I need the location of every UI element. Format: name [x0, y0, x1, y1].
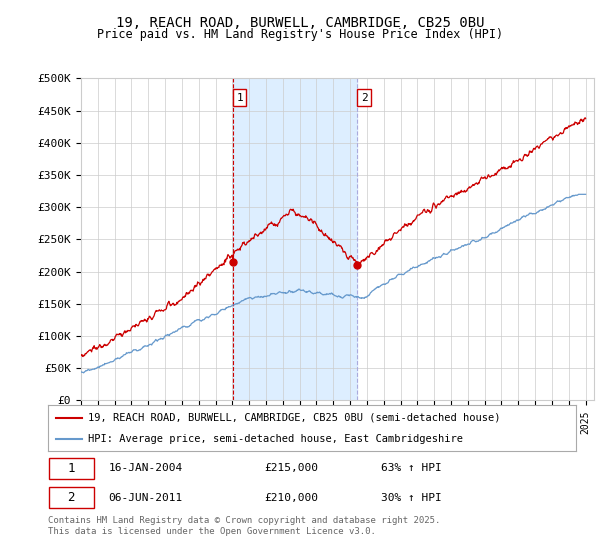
FancyBboxPatch shape — [49, 487, 94, 508]
Text: 19, REACH ROAD, BURWELL, CAMBRIDGE, CB25 0BU (semi-detached house): 19, REACH ROAD, BURWELL, CAMBRIDGE, CB25… — [88, 413, 500, 423]
Text: 06-JUN-2011: 06-JUN-2011 — [109, 493, 183, 503]
Text: 1: 1 — [67, 462, 75, 475]
Text: Contains HM Land Registry data © Crown copyright and database right 2025.
This d: Contains HM Land Registry data © Crown c… — [48, 516, 440, 536]
Text: Price paid vs. HM Land Registry's House Price Index (HPI): Price paid vs. HM Land Registry's House … — [97, 28, 503, 41]
Text: 16-JAN-2004: 16-JAN-2004 — [109, 463, 183, 473]
Text: 63% ↑ HPI: 63% ↑ HPI — [380, 463, 442, 473]
Text: 19, REACH ROAD, BURWELL, CAMBRIDGE, CB25 0BU: 19, REACH ROAD, BURWELL, CAMBRIDGE, CB25… — [116, 16, 484, 30]
Bar — [233, 78, 358, 400]
Text: £215,000: £215,000 — [265, 463, 319, 473]
Text: 30% ↑ HPI: 30% ↑ HPI — [380, 493, 442, 503]
Text: £210,000: £210,000 — [265, 493, 319, 503]
Text: 2: 2 — [67, 491, 75, 504]
Text: 1: 1 — [236, 93, 243, 102]
FancyBboxPatch shape — [49, 458, 94, 479]
Text: 2: 2 — [361, 93, 367, 102]
Text: HPI: Average price, semi-detached house, East Cambridgeshire: HPI: Average price, semi-detached house,… — [88, 435, 463, 444]
